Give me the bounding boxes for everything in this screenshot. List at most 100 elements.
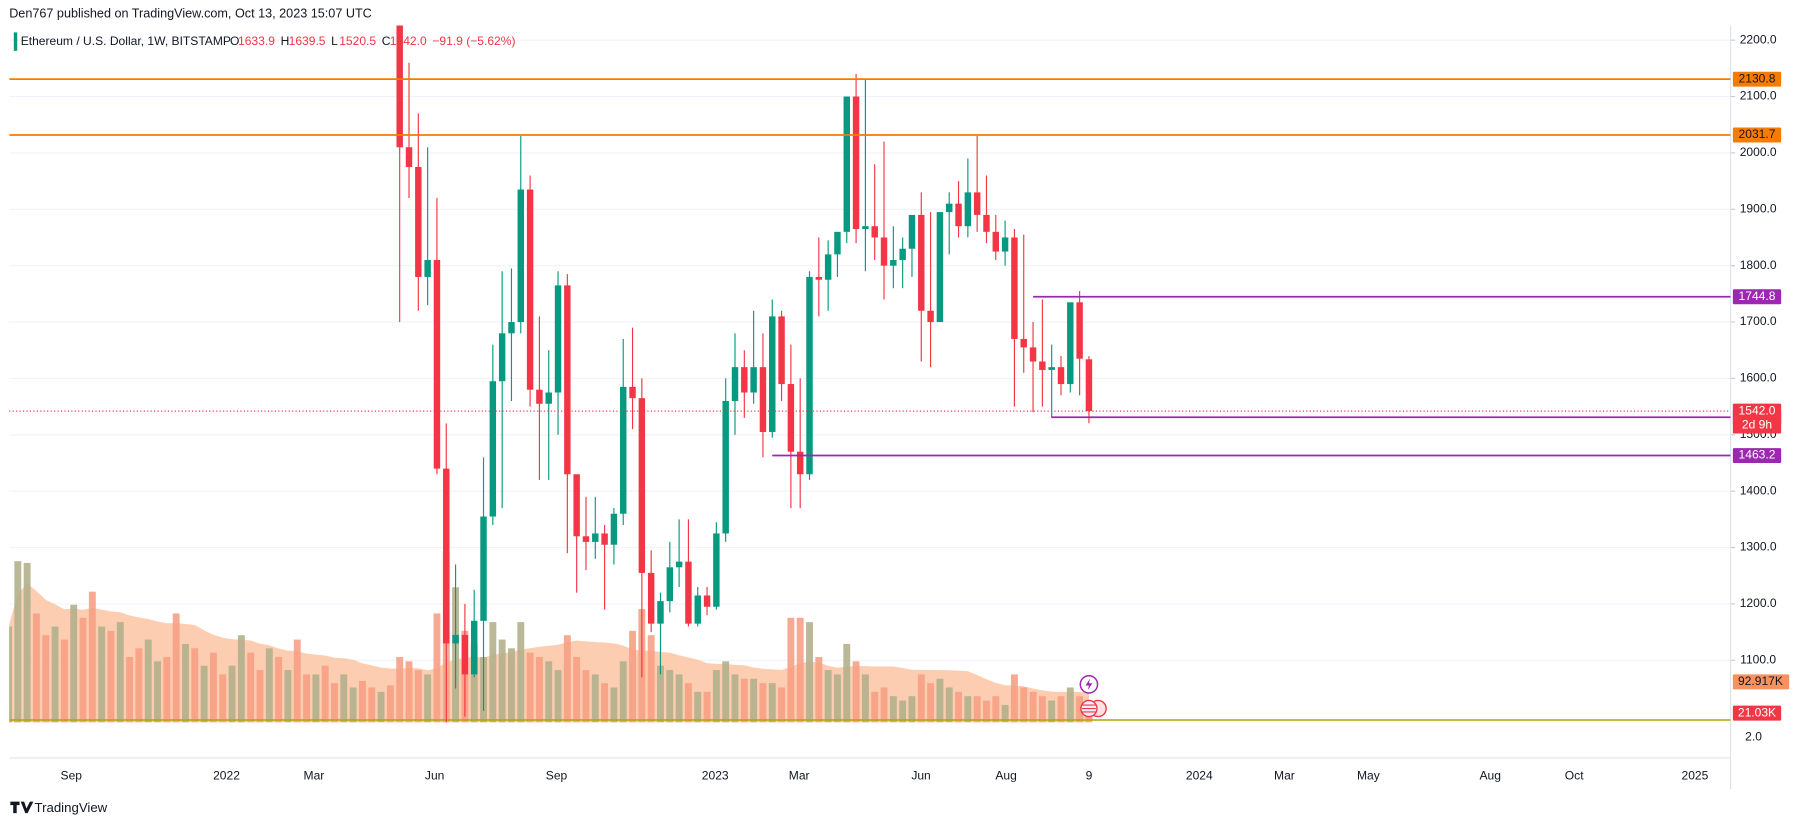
- volume-bar: [331, 683, 338, 723]
- candle-body: [992, 231, 1000, 252]
- x-tick-label: 2022: [213, 769, 240, 783]
- plot-area: [9, 25, 1731, 723]
- candle-body: [713, 533, 720, 607]
- ohlc-value: 1639.5: [289, 34, 326, 48]
- candle-body: [685, 561, 692, 624]
- candle-body: [675, 561, 683, 568]
- volume-bar: [1029, 691, 1037, 723]
- volume-bar: [265, 648, 273, 723]
- volume-bar: [778, 687, 786, 723]
- volume-bar: [321, 665, 329, 723]
- volume-bar: [1085, 713, 1093, 723]
- candle-body: [610, 513, 618, 545]
- candle-body: [526, 189, 534, 390]
- volume-bar: [629, 630, 636, 723]
- y-tick-label: 1600.0: [1740, 371, 1777, 385]
- x-tick-label: 2023: [702, 769, 729, 783]
- candle-body: [973, 192, 981, 215]
- volume-bar: [349, 687, 357, 723]
- volume-bar: [964, 696, 972, 723]
- logo-icon: [10, 801, 34, 814]
- volume-bar: [1048, 700, 1056, 723]
- candle-body: [880, 237, 888, 266]
- candle-body: [759, 367, 767, 432]
- candle-body: [443, 468, 450, 644]
- price-axis-label: 2.0: [1745, 729, 1762, 743]
- volume-bar: [23, 562, 31, 723]
- countdown-label: 2d 9h: [1742, 418, 1772, 432]
- x-tick-label: 2025: [1681, 769, 1708, 783]
- volume-bar: [1057, 696, 1065, 723]
- candle-body: [862, 226, 869, 230]
- volume-bar: [1010, 674, 1018, 723]
- volume-bar: [917, 674, 925, 723]
- candle-body: [1020, 338, 1027, 348]
- candle-body: [769, 316, 776, 432]
- candle-body: [815, 276, 823, 280]
- volume-bar: [657, 665, 664, 723]
- volume-bar: [573, 656, 581, 723]
- volume-bar: [33, 613, 40, 723]
- candle-body: [461, 634, 469, 675]
- last-price-label: 1542.0: [1739, 403, 1776, 417]
- candle-body: [871, 226, 878, 238]
- volume-bar: [852, 661, 860, 723]
- level-label: 2031.7: [1739, 127, 1776, 141]
- candle-body: [415, 166, 422, 277]
- volume-bar: [908, 696, 916, 723]
- candle-body: [796, 451, 804, 475]
- candle-body: [1011, 237, 1018, 339]
- x-tick-label: Aug: [995, 769, 1016, 783]
- volume-bar: [517, 622, 525, 723]
- volume-bar: [703, 691, 711, 723]
- volume-bar: [563, 635, 571, 723]
- y-tick-label: 1800.0: [1740, 258, 1777, 272]
- candle-body: [983, 214, 990, 232]
- volume-bar: [545, 661, 553, 723]
- candle-body: [498, 333, 506, 382]
- ohlc-value: 1520.5: [339, 34, 376, 48]
- volume-bar: [601, 683, 609, 723]
- last-price-box: [1732, 403, 1782, 434]
- candle-body: [703, 595, 711, 607]
- volume-bar: [312, 674, 320, 723]
- volume-bar: [554, 670, 562, 723]
- candle-body: [666, 567, 674, 602]
- volume-bar: [498, 639, 506, 723]
- volume-bar: [116, 622, 124, 723]
- x-tick-label: 9: [1086, 769, 1093, 783]
- candle-body: [694, 595, 701, 624]
- volume-bar: [731, 674, 739, 723]
- volume-bar: [722, 661, 730, 723]
- volume-bar: [70, 604, 78, 723]
- volume-bar: [284, 670, 292, 723]
- x-tick-label: Mar: [1274, 769, 1295, 783]
- x-tick-label: Aug: [1480, 769, 1501, 783]
- volume-bar: [899, 700, 907, 723]
- volume-bar: [42, 635, 50, 723]
- candle-body: [545, 392, 552, 404]
- ohlc-value: 1542.0: [390, 34, 427, 48]
- volume-bar: [377, 691, 385, 723]
- candle-body: [396, 25, 403, 148]
- volume-bar: [824, 670, 832, 723]
- candle-body: [424, 260, 431, 277]
- level-label-box: [1732, 448, 1782, 464]
- candle-body: [834, 231, 841, 255]
- volume-bar: [815, 656, 823, 723]
- volume-bar: [535, 656, 543, 723]
- candle-body: [1067, 302, 1074, 385]
- x-tick-label: Jun: [911, 769, 930, 783]
- volume-bar: [1076, 696, 1084, 723]
- candle-body: [908, 214, 916, 249]
- volume-bar: [750, 678, 758, 723]
- volume-bar: [107, 630, 115, 723]
- candle-body: [843, 96, 850, 232]
- candle-body: [1001, 237, 1009, 252]
- volume-bar: [1066, 687, 1074, 723]
- candle-body: [405, 147, 413, 167]
- level-label-box: [1732, 289, 1782, 305]
- volume-bar: [60, 639, 68, 723]
